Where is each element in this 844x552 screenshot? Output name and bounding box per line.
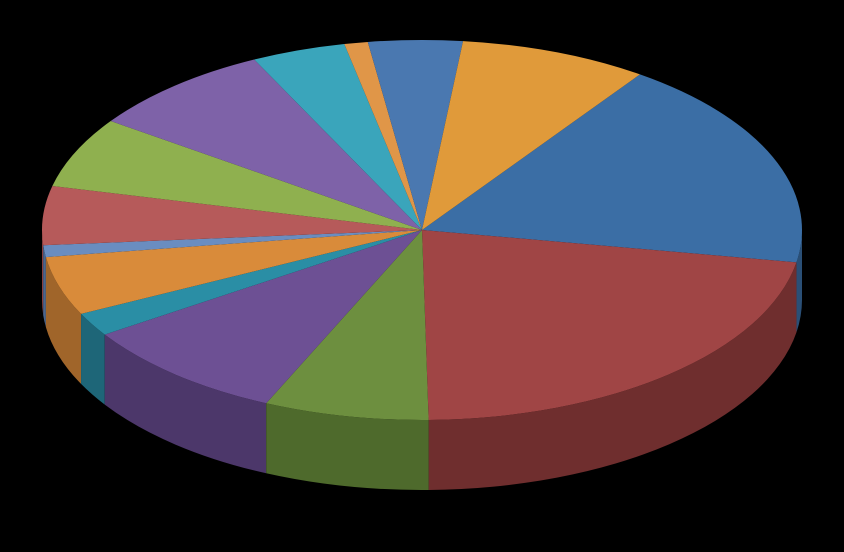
pie-chart-svg (0, 0, 844, 552)
pie-chart-3d (0, 0, 844, 552)
